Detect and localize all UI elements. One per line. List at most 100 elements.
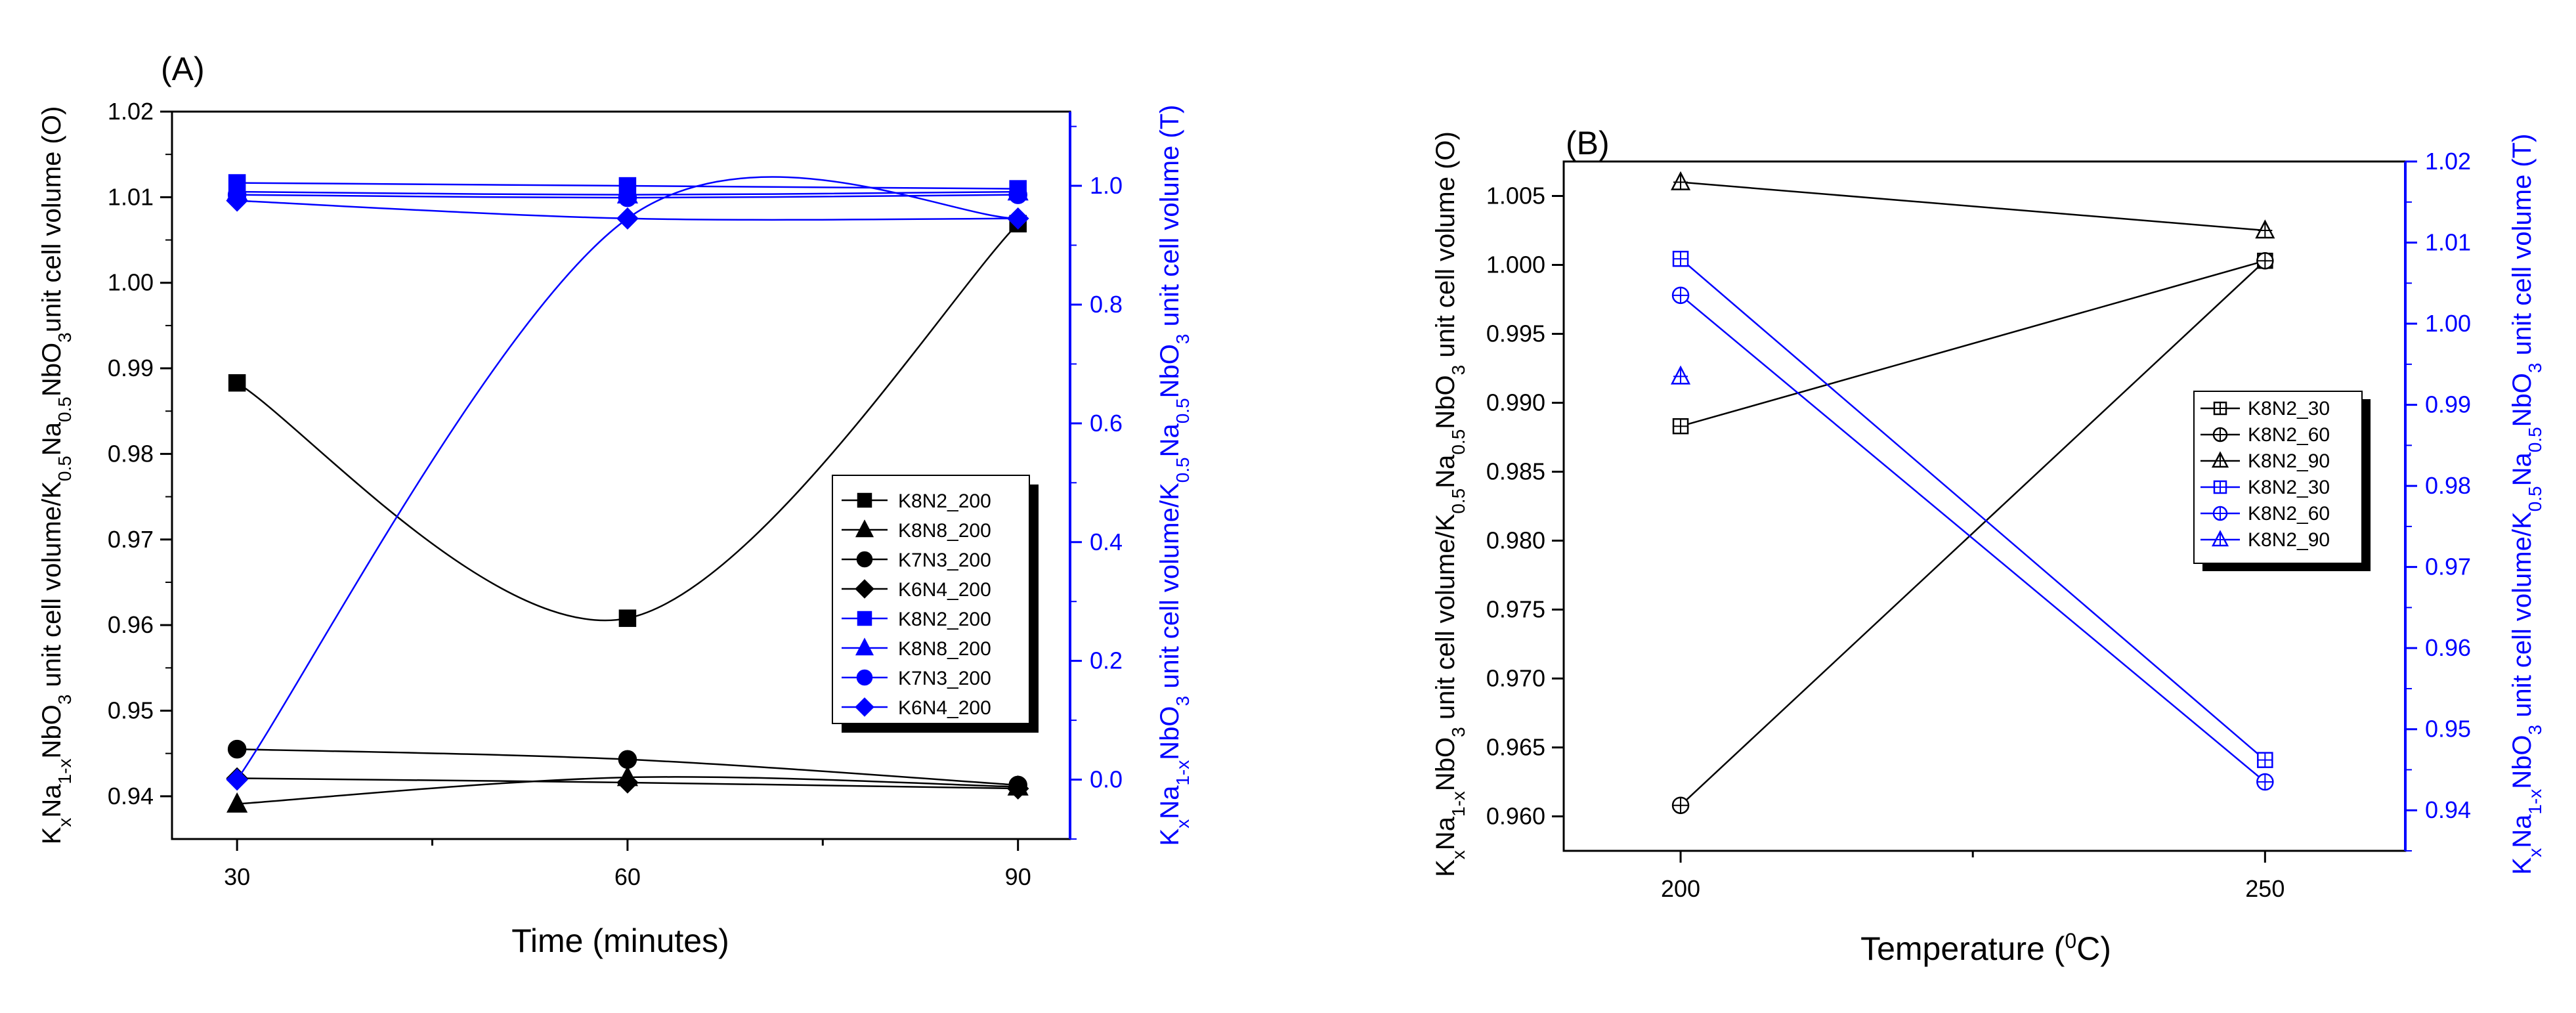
panel-b-legend-label: K8N2_60	[2248, 424, 2330, 446]
panel-b-right-y-tick-label: 0.98	[2425, 472, 2471, 499]
panel-b-legend-label: K8N2_30	[2248, 477, 2330, 498]
panel-b-point-k8n2_90	[2255, 219, 2275, 239]
panel-b-left-y-tick-label: 1.005	[1486, 183, 1545, 209]
panel-b-series-line-k8n2_90	[1680, 181, 2265, 232]
panel-b-right-y-tick-label: 0.99	[2425, 391, 2471, 418]
panel-b-legend-marker	[2211, 451, 2229, 468]
panel-a-legend-marker	[855, 637, 874, 656]
panel-b-left-y-tick-label: 0.980	[1486, 527, 1545, 554]
panel-b-point-k8n2_60	[2256, 773, 2274, 791]
panel-a-left-y-tick-label: 0.94	[108, 783, 154, 809]
panel-a-x-tick-label: 30	[224, 863, 250, 890]
panel-a-point-k6n4_200_upper	[226, 189, 248, 212]
panel-a-legend-marker	[856, 669, 873, 686]
panel-b-point-k8n2_90	[1670, 365, 1691, 385]
panel-a-right-y-tick-label: 0.6	[1090, 410, 1123, 437]
panel-a-legend-marker	[856, 551, 873, 568]
panel-a-right-y-ticks: 0.0 0.2 0.4 0.6 0.8 1.0	[1070, 125, 1123, 840]
panel-a-point-k6n4_200_upper	[616, 207, 639, 230]
panel-b-right-y-tick-label: 0.94	[2425, 796, 2471, 823]
panel-b-point-k8n2_30	[1672, 418, 1689, 435]
panel-a-left-y-tick-label: 0.97	[108, 526, 154, 553]
panel-b-x-axis-title: Temperature (0C)	[1860, 929, 2111, 967]
panel-a-point-k7n3_200	[618, 188, 637, 207]
panel-a-point-k7n3_200	[1008, 185, 1027, 204]
panel-a-legend-marker	[855, 519, 874, 538]
panel-b-legend-label: K8N2_30	[2248, 398, 2330, 420]
panel-a-left-y-tick-label: 0.99	[108, 355, 154, 381]
panel-b-series-line-k8n2_60	[1680, 260, 2266, 806]
panel-a-label: (A)	[161, 51, 205, 87]
panel-a-legend-label: K6N4_200	[898, 697, 991, 719]
panel-a-legend-label: K8N2_200	[898, 609, 991, 630]
panel-a-right-y-axis-title: KxNa1-xNbO3 unit cell volume/K0.5Na0.5Nb…	[1155, 105, 1193, 846]
panel-a-legend-marker	[857, 492, 872, 508]
panel-b-right-y-tick-label: 0.96	[2425, 634, 2471, 661]
panel-b-left-y-tick-label: 0.990	[1486, 389, 1545, 416]
panel-b-left-y-tick-label: 0.975	[1486, 596, 1545, 623]
panel-b-left-y-tick-label: 0.970	[1486, 665, 1545, 692]
panel-a-point-k6n4_200	[616, 771, 639, 794]
panel-a-point-k7n3_200	[227, 739, 247, 759]
panel-b-left-y-tick-label: 0.995	[1486, 320, 1545, 347]
panel-b-right-y-tick-label: 1.00	[2425, 310, 2471, 337]
panel-b-point-k8n2_60	[1671, 286, 1690, 305]
panel-b-legend-label: K8N2_90	[2248, 450, 2330, 472]
panel-a: (A) 30 60 90 0.94 0.95 0.96 0.97 0.98 0.99 1.00 1…	[37, 51, 1193, 959]
panel-b-legend-marker	[2211, 530, 2229, 547]
panel-a-left-y-ticks: 0.94 0.95 0.96 0.97 0.98 0.99 1.00 1.01 1.02	[108, 98, 172, 809]
panel-a-series-line-k6n4_200	[236, 176, 1018, 781]
panel-b-point-k8n2_60	[2256, 251, 2274, 270]
panel-b-x-tick-label: 200	[1661, 875, 1700, 902]
panel-b-left-y-tick-label: 0.985	[1486, 458, 1545, 485]
panel-a-x-axis-title: Time (minutes)	[511, 922, 729, 959]
panel-a-right-y-tick-label: 0.4	[1090, 528, 1123, 555]
panel-b-left-y-tick-label: 0.965	[1486, 734, 1545, 761]
panel-b-legend-marker	[2213, 480, 2227, 494]
panel-a-right-y-tick-label: 0.0	[1090, 766, 1123, 793]
panel-b-legend: K8N2_30 K8N2_60 K8N2_90 K8N2_30 K8N2_60 K8N2_…	[2193, 391, 2371, 571]
panel-a-left-y-tick-label: 1.02	[108, 98, 154, 125]
panel-a-legend-marker	[855, 579, 874, 599]
panel-b-legend-marker	[2212, 427, 2228, 442]
panel-a-left-y-tick-label: 0.98	[108, 440, 154, 467]
panel-a-legend-marker	[857, 611, 872, 626]
panel-a-x-tick-label: 60	[614, 863, 641, 890]
panel-b-right-y-axis-title: KxNa1-xNbO3 unit cell volume/K0.5Na0.5Nb…	[2508, 134, 2545, 875]
panel-b-x-tick-label: 250	[2245, 875, 2285, 902]
panel-a-x-ticks: 30 60 90	[224, 839, 1031, 890]
panel-b-label: (B)	[1566, 125, 1610, 162]
panel-a-left-y-tick-label: 1.01	[108, 183, 154, 210]
panel-a-left-y-axis-title: KxNa1-xNbO3 unit cell volume/K0.5Na0.5Nb…	[37, 106, 75, 845]
panel-a-left-y-tick-label: 1.00	[108, 269, 154, 296]
panel-b-right-y-tick-label: 1.02	[2425, 148, 2471, 175]
panel-b-x-ticks: 200 250	[1661, 851, 2285, 902]
panel-b-right-y-tick-label: 1.01	[2425, 229, 2471, 256]
panel-b-series-line-k8n2_30	[1680, 258, 2266, 761]
panel-a-right-y-tick-label: 0.8	[1090, 291, 1123, 318]
panel-a-legend-label: K8N8_200	[898, 520, 991, 542]
panel-b-point-k8n2_60	[1671, 796, 1690, 814]
panel-b-right-y-tick-label: 0.95	[2425, 716, 2471, 743]
panel-a-legend-marker	[855, 697, 874, 717]
panel-b-left-y-ticks: 0.960 0.965 0.970 0.975 0.980 0.985 0.990 0.995…	[1486, 183, 1564, 830]
panel-a-legend-label: K7N3_200	[898, 550, 991, 571]
panel-b-point-k8n2_90	[1670, 171, 1691, 190]
panel-b-point-k8n2_30	[1672, 250, 1689, 267]
panel-a-right-y-tick-label: 0.2	[1090, 647, 1123, 674]
panel-a-legend: K8N2_200 K8N8_200 K7N3_200 K6N4_200 K8N2_200…	[832, 475, 1039, 733]
panel-b-series	[1670, 171, 2275, 814]
panel-b-right-y-tick-label: 0.97	[2425, 553, 2471, 580]
panel-b-left-y-tick-label: 1.000	[1486, 251, 1545, 278]
panel-a-series	[226, 174, 1029, 813]
panel-a-legend-label: K6N4_200	[898, 579, 991, 601]
panel-a-left-y-tick-label: 0.95	[108, 697, 154, 723]
panel-a-point-k6n4_200	[226, 768, 248, 791]
panel-b-point-k8n2_30	[2257, 752, 2273, 768]
panel-a-x-tick-label: 90	[1005, 863, 1031, 890]
panel-a-point-k6n4_200_upper	[1006, 207, 1029, 230]
panel-b: (B) 200 250 0.960 0.965 0.970 0.975 0.980 0.98…	[1431, 125, 2545, 967]
panel-b-right-y-ticks: 0.94 0.95 0.96 0.97 0.98 0.99 1.00 1.01 1.02	[2405, 148, 2471, 851]
panel-a-legend-label: K8N8_200	[898, 638, 991, 660]
